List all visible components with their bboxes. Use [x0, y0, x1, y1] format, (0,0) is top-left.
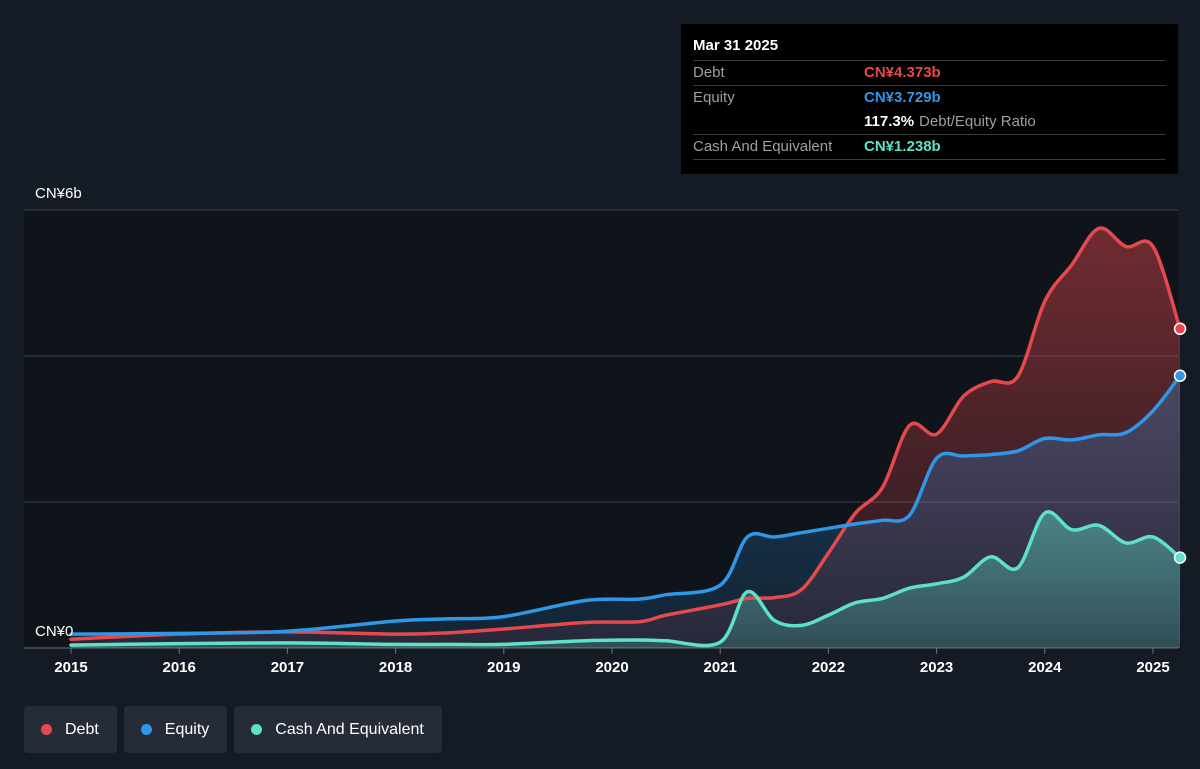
tooltip-row-ratio: 117.3% Debt/Equity Ratio: [693, 110, 1166, 134]
y-axis-top-label: CN¥6b: [35, 185, 82, 202]
tooltip-equity-value: CN¥3.729b: [864, 89, 941, 106]
tooltip-cash-label: Cash And Equivalent: [693, 138, 833, 155]
y-axis-bottom-label: CN¥0: [35, 623, 73, 640]
tooltip-row-debt: Debt CN¥4.373b: [693, 60, 1166, 85]
x-tick-label: 2021: [704, 659, 737, 676]
tooltip-ratio-value: 117.3%: [864, 113, 915, 130]
tooltip-debt-value: CN¥4.373b: [864, 64, 941, 81]
cash-area: [71, 511, 1180, 648]
legend-dot-equity: [140, 724, 152, 735]
debt-end-point: [1173, 322, 1187, 336]
legend-dot-cash: [251, 724, 263, 735]
legend: Debt Equity Cash And Equivalent: [24, 706, 442, 753]
x-tick-label: 2023: [920, 659, 953, 676]
x-tick-label: 2022: [812, 659, 845, 676]
legend-label-cash: Cash And Equivalent: [275, 720, 424, 738]
x-tick-label: 2017: [271, 659, 304, 676]
equity-line: [69, 374, 1182, 636]
legend-label-debt: Debt: [65, 720, 99, 738]
legend-item-debt[interactable]: Debt: [24, 706, 117, 753]
x-tick-label: 2019: [487, 659, 520, 676]
legend-item-equity[interactable]: Equity: [123, 706, 228, 753]
tooltip-equity-label: Equity: [693, 89, 735, 106]
x-tick-label: 2020: [595, 659, 628, 676]
x-tick-label: 2024: [1028, 659, 1062, 676]
x-tick-label: 2018: [379, 659, 412, 676]
tooltip-row-cash: Cash And Equivalent CN¥1.238b: [693, 134, 1166, 160]
tooltip-panel: Mar 31 2025 Debt CN¥4.373b Equity CN¥3.7…: [681, 24, 1178, 174]
cash-line: [69, 510, 1182, 648]
tooltip-cash-value: CN¥1.238b: [864, 138, 941, 155]
equity-end-point: [1173, 369, 1187, 383]
x-tick-label: 2025: [1136, 659, 1169, 676]
legend-label-equity: Equity: [164, 720, 210, 738]
tooltip-debt-label: Debt: [693, 64, 725, 81]
x-tick-label: 2015: [54, 659, 87, 676]
x-tick-label: 2016: [163, 659, 196, 676]
legend-dot-debt: [41, 724, 52, 735]
tooltip-ratio-spacer: [693, 110, 864, 134]
tooltip-date: Mar 31 2025: [693, 37, 779, 54]
tooltip-ratio-label: Debt/Equity Ratio: [919, 113, 1036, 130]
cash-end-point: [1173, 551, 1187, 564]
tooltip-row-equity: Equity CN¥3.729b: [693, 85, 1166, 110]
equity-area: [71, 375, 1180, 648]
legend-item-cash[interactable]: Cash And Equivalent: [234, 706, 442, 753]
debt-line: [69, 226, 1182, 641]
